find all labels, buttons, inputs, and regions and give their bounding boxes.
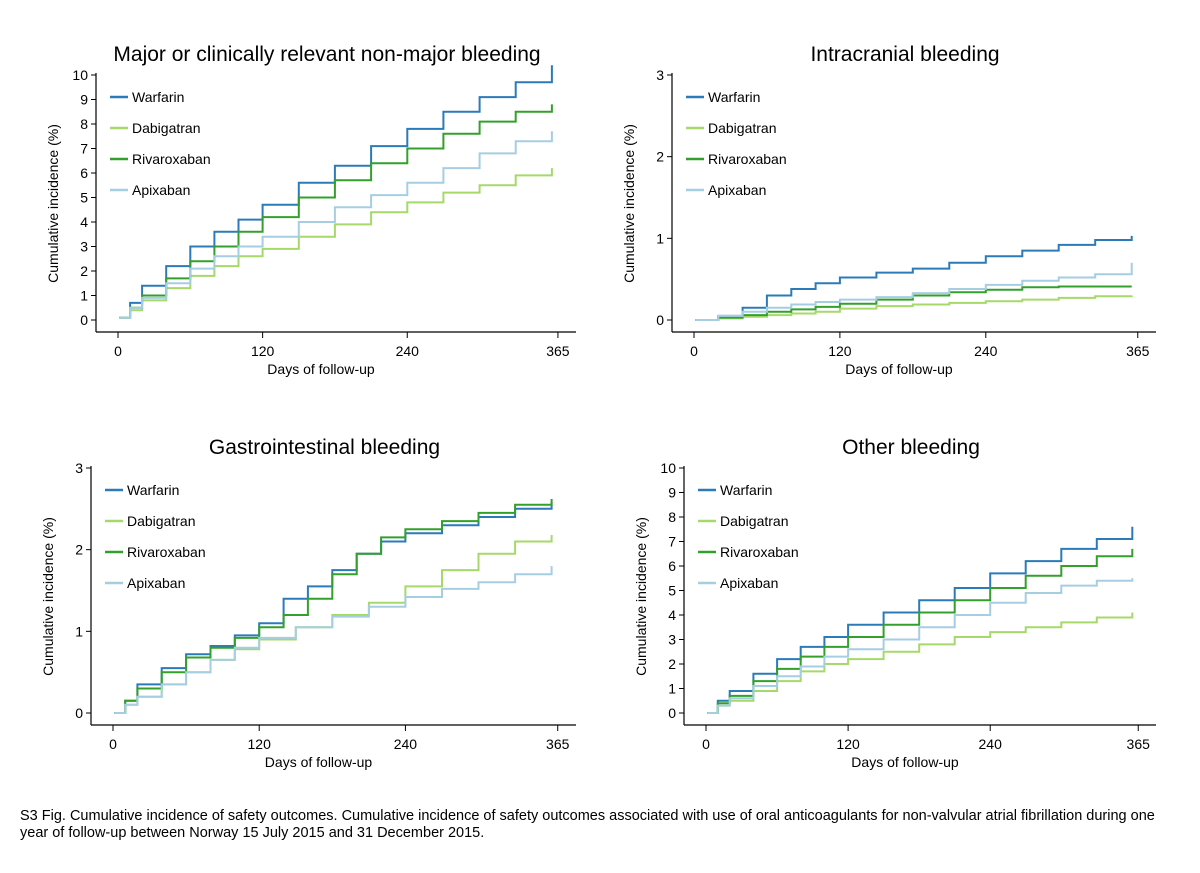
legend-label-rivaroxaban: Rivaroxaban: [720, 544, 799, 560]
legend-label-rivaroxaban: Rivaroxaban: [127, 544, 206, 560]
y-tick-label: 10: [660, 460, 676, 476]
series-line-apixaban: [707, 578, 1134, 714]
y-axis-label: Cumulative incidence (%): [45, 124, 61, 283]
x-tick-label: 120: [251, 343, 275, 359]
x-axis-label: Days of follow-up: [851, 754, 959, 770]
chart-panel-2: Intracranial bleeding 0 1 2 3 0 120 240 365 Days …: [621, 43, 1156, 377]
legend-label-apixaban: Apixaban: [132, 182, 190, 198]
x-tick-label: 365: [546, 736, 570, 752]
legend-label-dabigatran: Dabigatran: [708, 120, 777, 136]
chart-panel-3: Gastrointestinal bleeding 0 1 2 3 0 120 240 365 D…: [40, 436, 576, 770]
chart-title: Major or clinically relevant non-major b…: [113, 43, 540, 66]
y-tick-label: 8: [80, 116, 88, 132]
legend-label-apixaban: Apixaban: [720, 575, 778, 591]
figure-caption: S3 Fig. Cumulative incidence of safety o…: [20, 808, 1155, 841]
y-tick-label: 7: [80, 141, 88, 157]
x-tick-label: 365: [1126, 343, 1150, 359]
y-tick-label: 1: [656, 230, 664, 246]
legend-label-apixaban: Apixaban: [127, 575, 185, 591]
legend-label-dabigatran: Dabigatran: [132, 120, 201, 136]
chart-panel-1: Major or clinically relevant non-major b…: [45, 43, 576, 377]
series-line-dabigatran: [695, 295, 1133, 321]
y-tick-label: 0: [75, 705, 83, 721]
x-tick-label: 365: [1127, 736, 1151, 752]
y-tick-label: 10: [72, 67, 88, 83]
series-line-dabigatran: [707, 612, 1134, 714]
legend-label-dabigatran: Dabigatran: [720, 513, 789, 529]
y-tick-label: 1: [668, 681, 676, 697]
legend-label-warfarin: Warfarin: [708, 89, 760, 105]
legend-label-warfarin: Warfarin: [720, 482, 772, 498]
legend-label-warfarin: Warfarin: [127, 482, 179, 498]
x-tick-label: 240: [979, 736, 1003, 752]
chart-figure: Major or clinically relevant non-major b…: [40, 43, 1156, 770]
x-tick-label: 0: [702, 736, 710, 752]
y-tick-label: 0: [656, 312, 664, 328]
legend-label-apixaban: Apixaban: [708, 182, 766, 198]
x-tick-label: 120: [836, 736, 860, 752]
y-tick-label: 1: [80, 288, 88, 304]
y-tick-label: 6: [668, 558, 676, 574]
legend-label-warfarin: Warfarin: [132, 89, 184, 105]
y-tick-label: 4: [80, 214, 88, 230]
legend-label-rivaroxaban: Rivaroxaban: [132, 151, 211, 167]
chart-title: Intracranial bleeding: [810, 43, 999, 66]
x-tick-label: 0: [114, 343, 122, 359]
x-tick-label: 240: [974, 343, 998, 359]
x-tick-label: 120: [828, 343, 852, 359]
series-line-rivaroxaban: [695, 285, 1132, 321]
x-axis-label: Days of follow-up: [267, 361, 375, 377]
y-tick-label: 5: [668, 583, 676, 599]
y-tick-label: 0: [668, 705, 676, 721]
chart-title: Gastrointestinal bleeding: [209, 436, 440, 459]
y-tick-label: 6: [80, 165, 88, 181]
y-axis-label: Cumulative incidence (%): [633, 517, 649, 676]
chart-panel-4: Other bleeding 0 1 2 3 4 5 6 7 8 9 10 0 120 240 365 Days…: [633, 436, 1156, 770]
x-tick-label: 365: [546, 343, 570, 359]
y-tick-label: 3: [656, 67, 664, 83]
y-tick-label: 9: [668, 485, 676, 501]
legend-label-rivaroxaban: Rivaroxaban: [708, 151, 787, 167]
series-line-dabigatran: [119, 168, 553, 319]
chart-title: Other bleeding: [842, 436, 980, 459]
series-line-apixaban: [119, 131, 553, 319]
y-tick-label: 2: [80, 263, 88, 279]
y-tick-label: 2: [656, 149, 664, 165]
y-tick-label: 1: [75, 623, 83, 639]
y-axis-label: Cumulative incidence (%): [40, 517, 56, 676]
series-line-warfarin: [114, 502, 553, 714]
figure: Major or clinically relevant non-major b…: [40, 43, 1156, 770]
y-tick-label: 3: [668, 632, 676, 648]
legend-label-dabigatran: Dabigatran: [127, 513, 196, 529]
x-tick-label: 0: [109, 736, 117, 752]
x-axis-label: Days of follow-up: [265, 754, 373, 770]
y-tick-label: 0: [80, 312, 88, 328]
y-tick-label: 7: [668, 534, 676, 550]
x-tick-label: 240: [394, 736, 418, 752]
y-tick-label: 2: [668, 656, 676, 672]
series-line-rivaroxaban: [114, 499, 553, 714]
y-tick-label: 3: [80, 239, 88, 255]
y-tick-label: 5: [80, 190, 88, 206]
y-tick-label: 3: [75, 460, 83, 476]
x-tick-label: 0: [690, 343, 698, 359]
y-tick-label: 9: [80, 92, 88, 108]
series-line-apixaban: [114, 566, 553, 714]
y-tick-label: 8: [668, 509, 676, 525]
x-tick-label: 120: [248, 736, 272, 752]
series-line-warfarin: [695, 235, 1133, 321]
y-tick-label: 4: [668, 607, 676, 623]
series-line-apixaban: [695, 262, 1133, 321]
y-tick-label: 2: [75, 542, 83, 558]
y-axis-label: Cumulative incidence (%): [621, 124, 637, 283]
x-tick-label: 240: [396, 343, 420, 359]
x-axis-label: Days of follow-up: [845, 361, 953, 377]
